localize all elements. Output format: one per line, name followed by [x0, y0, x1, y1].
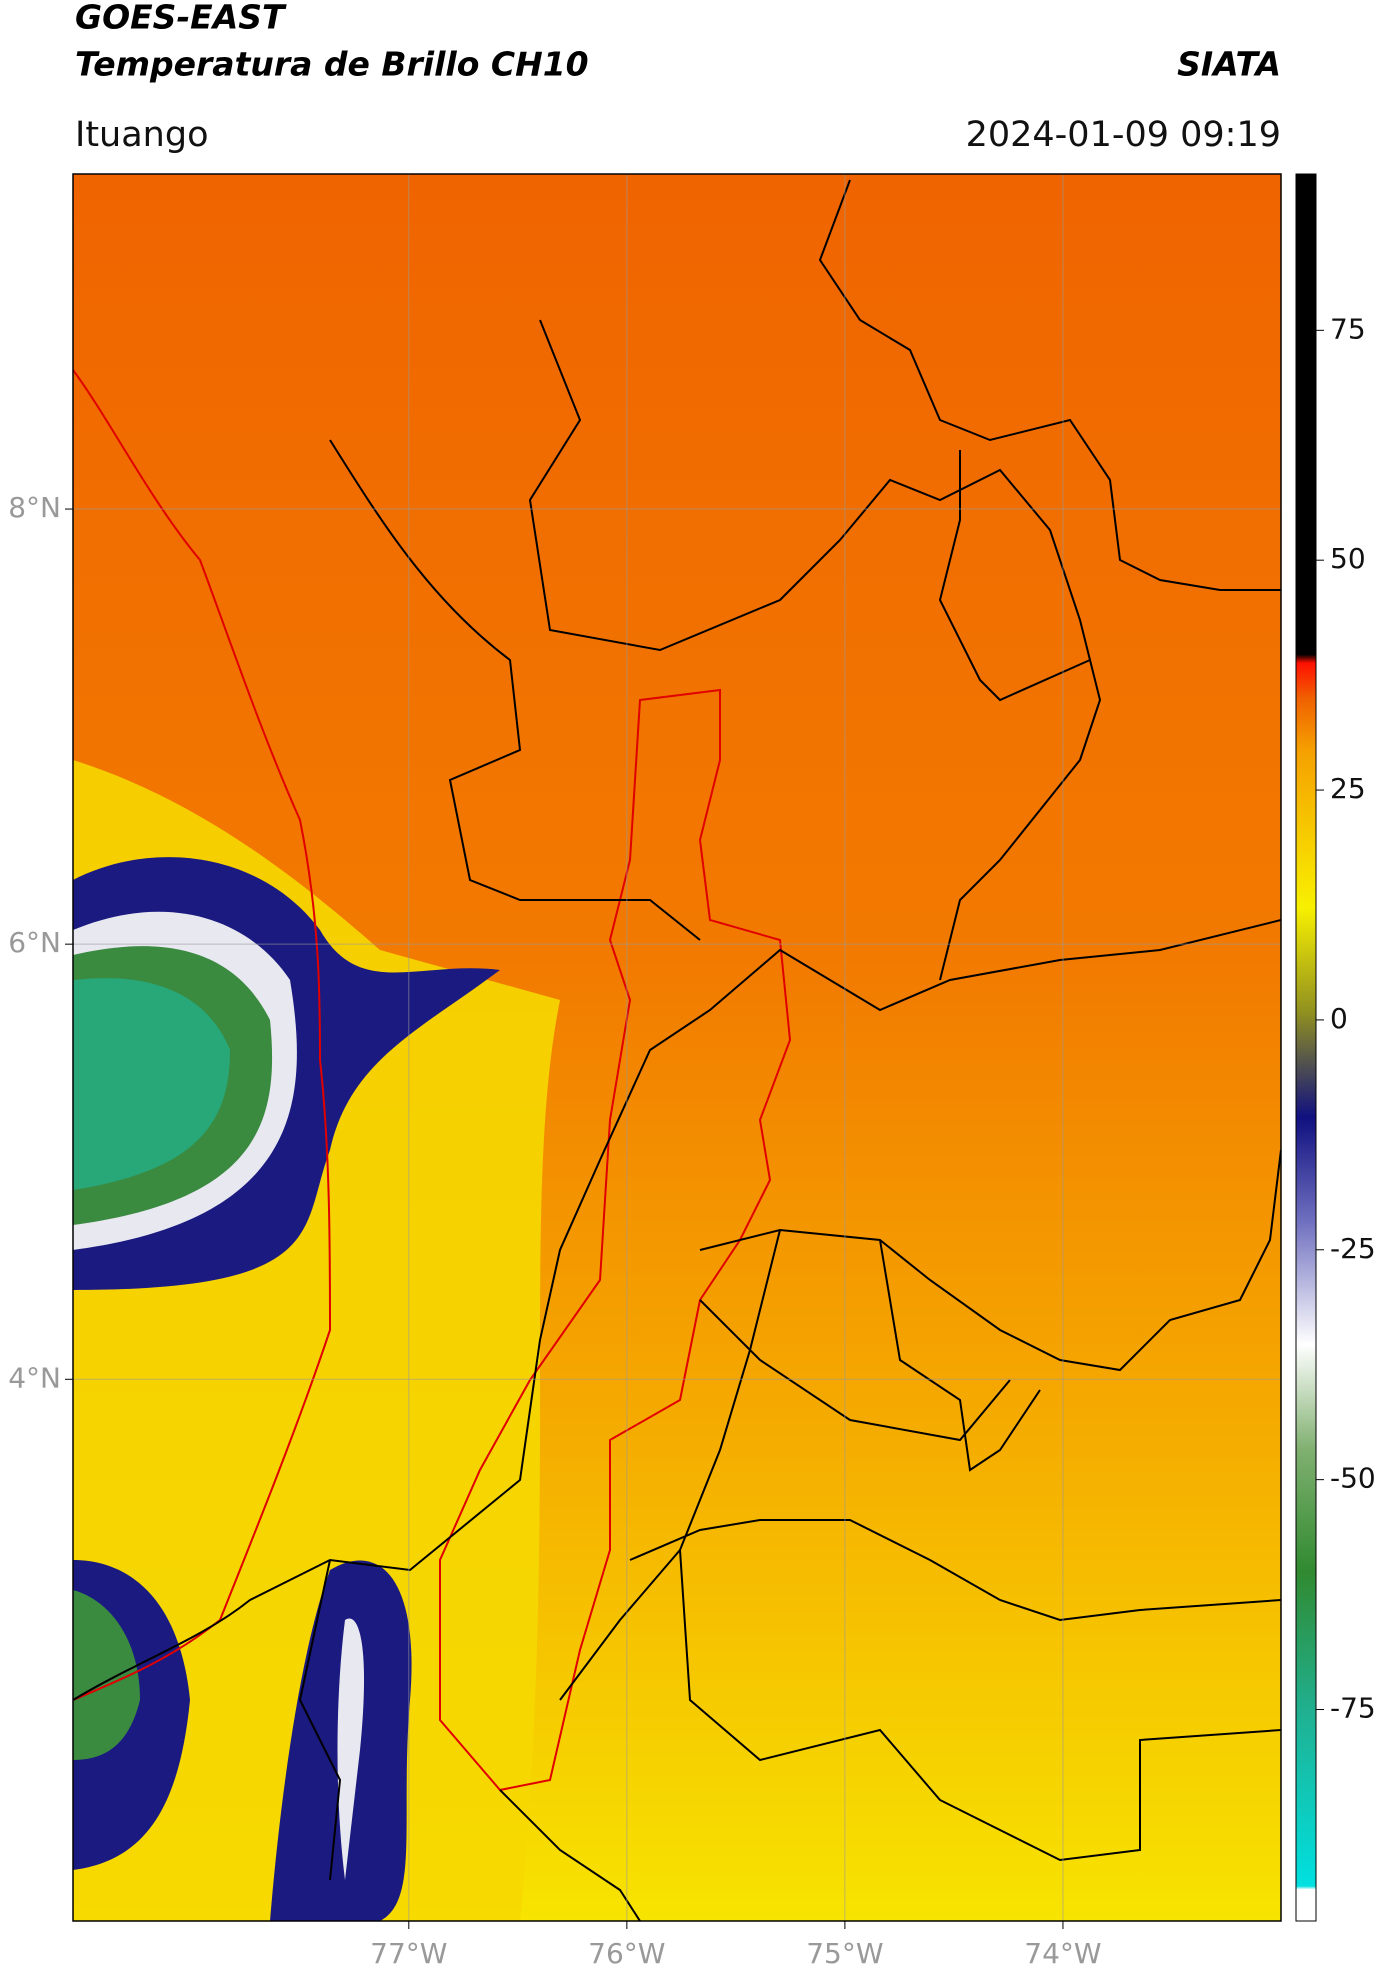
- map-frame: [72, 173, 1282, 1922]
- colorbar-tick-label: -50: [1330, 1462, 1376, 1495]
- subtitle: Temperatura de Brillo CH10: [75, 45, 589, 84]
- colorbar-tick-label: -75: [1330, 1692, 1376, 1725]
- lat-tick-label: 8°N: [8, 491, 61, 524]
- graticule: [73, 174, 1281, 1921]
- colorbar: [1295, 173, 1317, 1922]
- colorbar-tick-label: 50: [1330, 542, 1366, 575]
- datetime: 2024-01-09 09:19: [966, 115, 1281, 155]
- satellite-image: [73, 174, 1281, 1921]
- title: GOES-EAST: [75, 0, 287, 37]
- brand: SIATA: [1177, 45, 1281, 84]
- colorbar-tick-label: 0: [1330, 1002, 1348, 1035]
- colorbar-tick-label: 25: [1330, 772, 1366, 805]
- lon-tick-label: 76°W: [588, 1937, 665, 1970]
- colorbar-tick-label: -25: [1330, 1232, 1376, 1265]
- boundaries: [73, 179, 1281, 1921]
- lon-tick-label: 74°W: [1024, 1937, 1101, 1970]
- lat-tick-label: 6°N: [8, 926, 61, 959]
- lon-tick-label: 77°W: [370, 1937, 447, 1970]
- lon-tick-label: 75°W: [806, 1937, 883, 1970]
- colorbar-tick-label: 75: [1330, 312, 1366, 345]
- lat-tick-label: 4°N: [8, 1361, 61, 1394]
- location: Ituango: [75, 115, 209, 155]
